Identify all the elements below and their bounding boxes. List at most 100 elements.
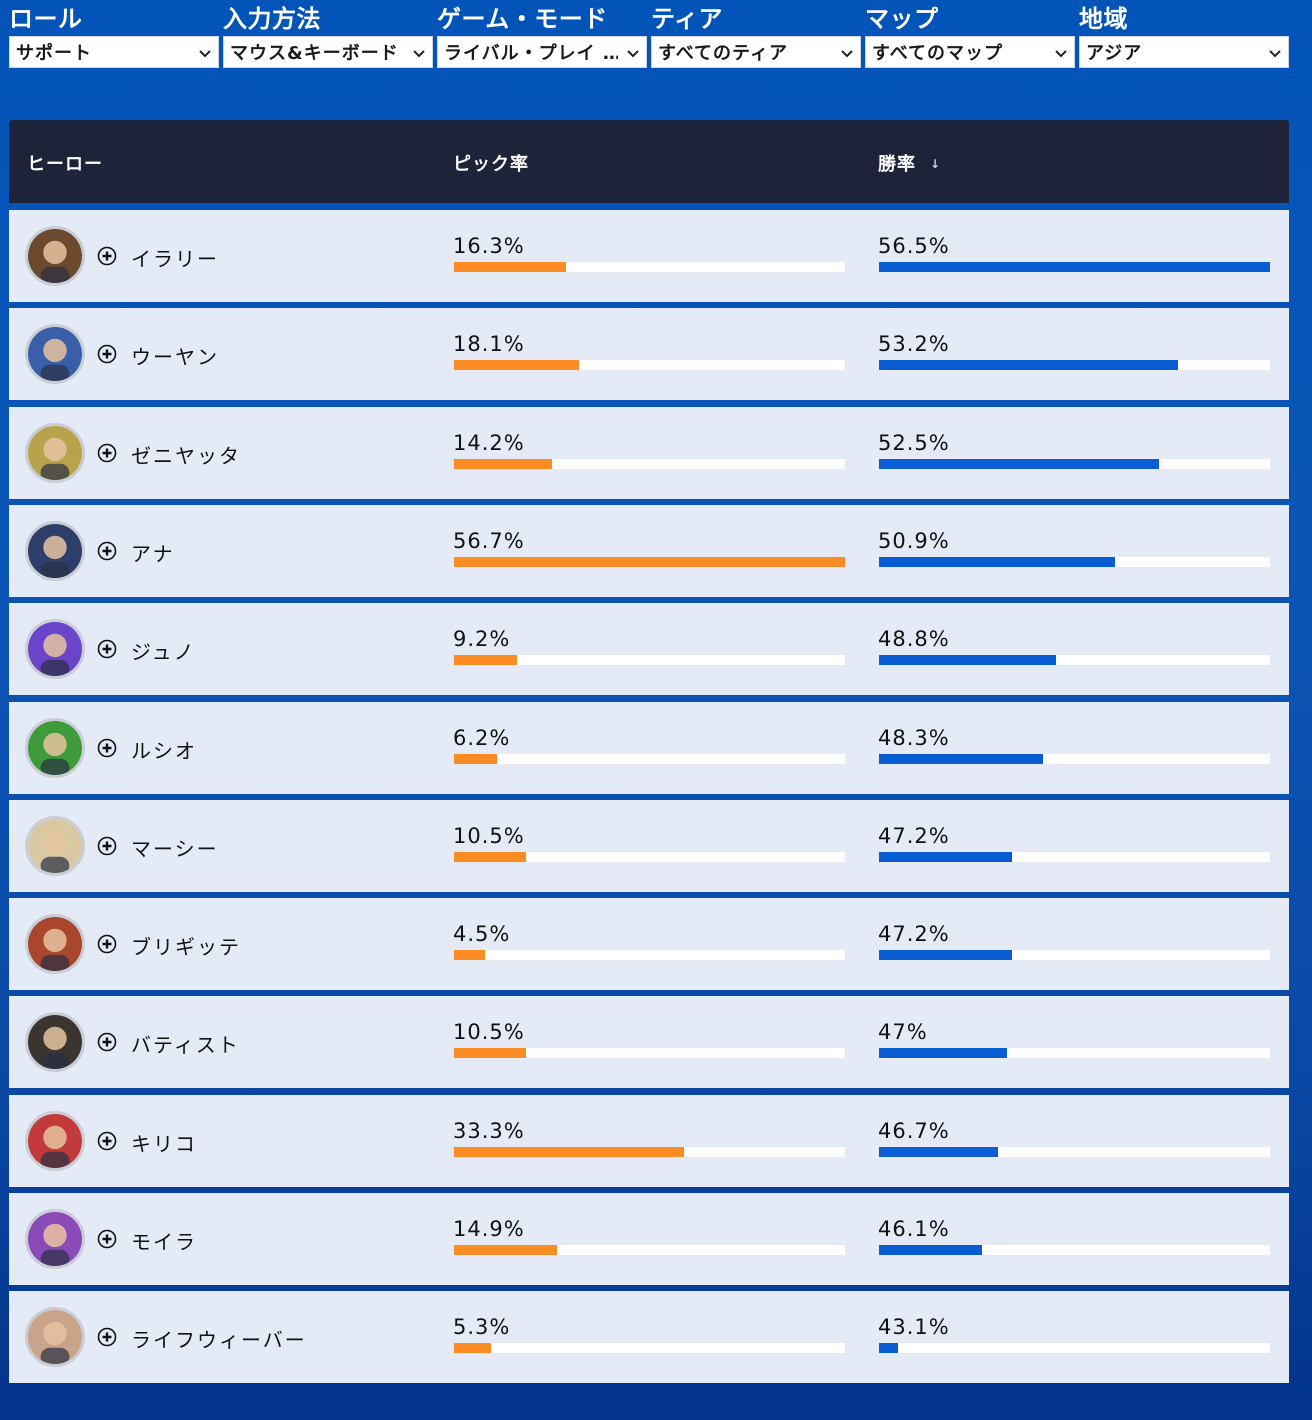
pick-rate-value: 56.7% [453, 528, 525, 553]
table-row[interactable]: ルシオ 6.2% 48.3% [9, 701, 1289, 794]
win-rate-bar [878, 555, 1271, 568]
pick-rate-bar-fill [454, 262, 567, 272]
pick-rate-bar [453, 752, 846, 765]
role-select[interactable]: サポート [9, 36, 219, 68]
add-circle-icon[interactable] [97, 344, 117, 364]
table-row[interactable]: マーシー 10.5% 47.2% [9, 799, 1289, 892]
win-rate-bar-fill [879, 851, 1013, 862]
filter-region: 地域 アジア [1079, 2, 1289, 68]
table-row[interactable]: ジュノ 9.2% 48.8% [9, 603, 1289, 696]
win-rate-bar [878, 752, 1271, 765]
hero-name[interactable]: ウーヤン [131, 345, 219, 370]
hero-name[interactable]: マーシー [131, 836, 219, 861]
table-row[interactable]: キリコ 33.3% 46.7% [9, 1094, 1289, 1187]
add-circle-icon[interactable] [97, 934, 117, 954]
pick-rate-bar-fill [454, 1343, 491, 1354]
win-rate-value: 47% [878, 1020, 928, 1045]
win-rate-bar-fill [879, 950, 1013, 961]
hero-name[interactable]: ライフウィーバー [131, 1328, 307, 1353]
select-value: すべてのティア [658, 43, 788, 64]
filter-label: 地域 [1079, 5, 1128, 33]
table-row[interactable]: ゼニヤッタ 14.2% 52.5% [9, 406, 1289, 499]
add-circle-icon[interactable] [97, 1131, 117, 1151]
win-rate-bar [878, 850, 1271, 863]
hero-portrait-icon [25, 226, 85, 286]
filter-label: ティア [651, 5, 724, 33]
add-circle-icon[interactable] [97, 246, 117, 266]
pick-rate-bar [453, 1145, 846, 1158]
add-circle-icon[interactable] [97, 443, 117, 463]
hero-name[interactable]: ゼニヤッタ [131, 443, 241, 468]
table-row[interactable]: ライフウィーバー 5.3% 43.1% [9, 1291, 1289, 1384]
pick-rate-bar [453, 1047, 846, 1060]
win-rate-bar [878, 457, 1271, 470]
select-value: すべてのマップ [872, 43, 1004, 64]
add-circle-icon[interactable] [97, 1229, 117, 1249]
pick-rate-bar-fill [454, 360, 579, 371]
pick-rate-bar-fill [454, 753, 497, 764]
game-mode-select[interactable]: ライバル・プレイ … [437, 36, 647, 68]
pick-rate-value: 14.2% [453, 430, 525, 455]
filter-tier: ティア すべてのティア [651, 2, 861, 68]
add-circle-icon[interactable] [97, 738, 117, 758]
table-row[interactable]: アナ 56.7% 50.9% [9, 504, 1289, 597]
hero-name[interactable]: ルシオ [131, 738, 197, 763]
pick-rate-bar-fill [454, 1048, 527, 1059]
hero-portrait-icon [25, 815, 85, 876]
region-select[interactable]: アジア [1079, 36, 1289, 68]
hero-name[interactable]: キリコ [131, 1131, 197, 1156]
column-header-win-rate[interactable]: 勝率 ↓ [878, 150, 941, 176]
win-rate-value: 48.8% [878, 627, 950, 652]
hero-name[interactable]: ブリギッテ [131, 935, 241, 960]
hero-portrait-icon [25, 422, 85, 483]
add-circle-icon[interactable] [97, 836, 117, 856]
pick-rate-value: 4.5% [453, 922, 511, 947]
win-rate-bar [878, 1145, 1271, 1158]
pick-rate-value: 10.5% [453, 823, 525, 848]
pick-rate-bar-fill [454, 655, 518, 666]
hero-name[interactable]: モイラ [131, 1230, 197, 1254]
hero-name[interactable]: ジュノ [131, 640, 196, 665]
table-row[interactable]: イラリー 16.3% 56.5% [9, 210, 1289, 302]
table-row[interactable]: モイラ 14.9% 46.1% [9, 1193, 1289, 1285]
hero-name[interactable]: アナ [131, 541, 175, 566]
hero-name[interactable]: イラリー [131, 247, 219, 271]
tier-select[interactable]: すべてのティア [651, 36, 861, 68]
table-row[interactable]: バティスト 10.5% 47% [9, 996, 1289, 1089]
add-circle-icon[interactable] [97, 1327, 117, 1347]
filter-label: マップ [865, 5, 939, 33]
win-rate-bar-fill [879, 753, 1043, 764]
pick-rate-value: 16.3% [453, 234, 525, 258]
win-rate-bar [878, 949, 1271, 962]
win-rate-bar-fill [879, 655, 1057, 666]
pick-rate-bar-fill [454, 458, 552, 469]
hero-portrait-icon [25, 914, 85, 975]
map-select[interactable]: すべてのマップ [865, 36, 1075, 68]
win-rate-value: 47.2% [878, 922, 950, 947]
win-rate-bar [878, 1244, 1271, 1256]
add-circle-icon[interactable] [97, 1032, 117, 1052]
win-rate-bar [878, 359, 1271, 372]
pick-rate-value: 10.5% [453, 1020, 525, 1045]
add-circle-icon[interactable] [97, 639, 117, 659]
win-rate-label: 勝率 [878, 154, 916, 175]
add-circle-icon[interactable] [97, 541, 117, 561]
pick-rate-value: 5.3% [453, 1315, 511, 1340]
win-rate-bar [878, 654, 1271, 667]
win-rate-value: 43.1% [878, 1315, 950, 1340]
column-header-pick-rate[interactable]: ピック率 [453, 154, 529, 175]
pick-rate-bar [453, 654, 846, 667]
pick-rate-value: 9.2% [453, 627, 511, 652]
hero-portrait-icon [25, 1012, 85, 1073]
table-row[interactable]: ウーヤン 18.1% 53.2% [9, 308, 1289, 401]
column-header-hero[interactable]: ヒーロー [27, 154, 103, 175]
table-row[interactable]: ブリギッテ 4.5% 47.2% [9, 898, 1289, 991]
table-header: ヒーロー ピック率 勝率 ↓ [9, 120, 1289, 203]
filter-bar: ロール サポート 入力方法 マウス&キーボード ゲーム・モード ライバル・プレイ… [9, 2, 1289, 70]
hero-name[interactable]: バティスト [131, 1033, 240, 1058]
win-rate-value: 47.2% [878, 823, 950, 848]
win-rate-bar-fill [879, 1245, 982, 1255]
input-select[interactable]: マウス&キーボード [223, 36, 433, 68]
win-rate-value: 46.7% [878, 1118, 950, 1143]
win-rate-value: 48.3% [878, 725, 950, 750]
